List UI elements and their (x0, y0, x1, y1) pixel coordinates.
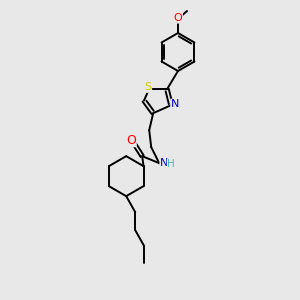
Text: O: O (126, 134, 136, 147)
Text: N: N (171, 99, 179, 109)
Text: H: H (167, 159, 175, 169)
Text: N: N (160, 158, 168, 168)
Text: S: S (144, 82, 152, 92)
Text: O: O (174, 13, 182, 23)
